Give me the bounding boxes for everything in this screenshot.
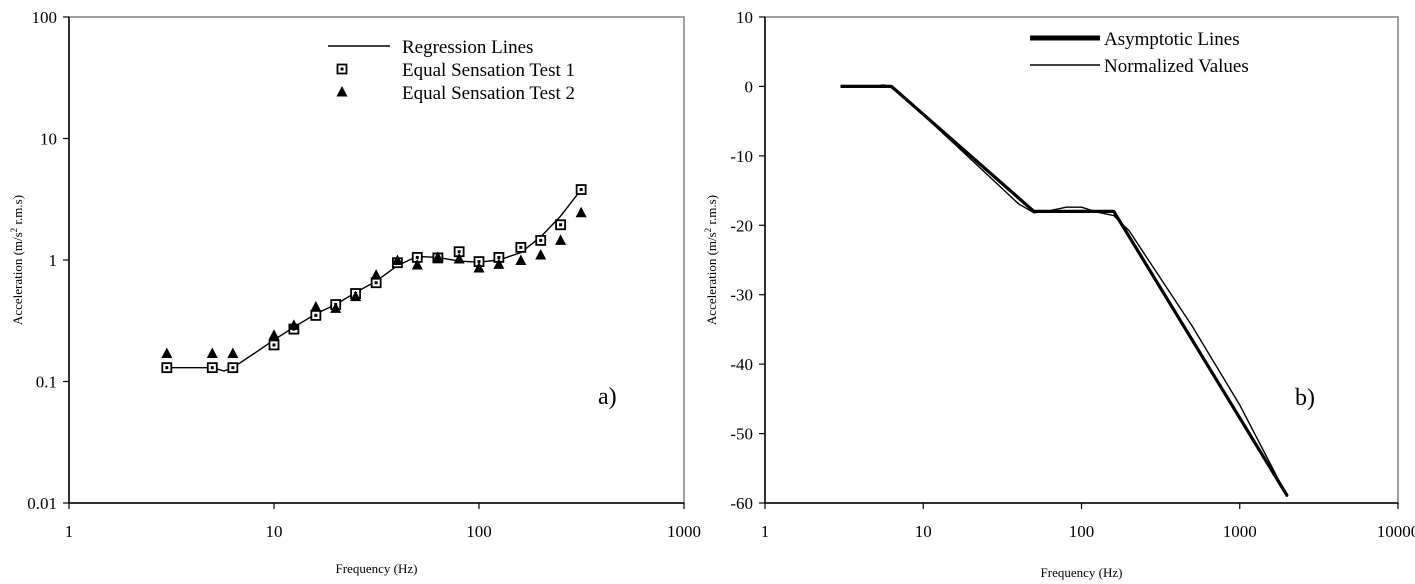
x-tick-label: 1: [65, 522, 74, 541]
data-point-center: [415, 255, 419, 259]
series-asymptotic-lines: [840, 84, 1289, 497]
data-point: [310, 301, 322, 312]
y-tick-label: 1: [49, 251, 58, 270]
data-point: [555, 234, 567, 245]
data-point-center: [559, 223, 563, 227]
y-tick-label: 10: [40, 130, 57, 149]
x-tick-label: 10: [915, 522, 932, 541]
y-tick-label: 0.01: [27, 494, 57, 513]
series-line: [840, 84, 1289, 497]
data-point: [206, 347, 218, 359]
y-tick-label: 0: [745, 77, 754, 96]
x-tick-label: 100: [1069, 522, 1095, 541]
y-tick-label: -30: [730, 286, 753, 305]
data-point: [330, 302, 342, 313]
legend-symbol: [336, 86, 348, 97]
data-point-center: [477, 260, 481, 264]
chart-panel-1: 1 10 100 1000 0.01 0.1 1 10 100 Frequency (Hz) Acc…: [9, 8, 701, 576]
data-point-center: [579, 188, 583, 192]
legend-label: Normalized Values: [1104, 56, 1249, 77]
y-axis-label: Acceleration (m/s2 r.m.s): [703, 195, 719, 325]
data-point-center: [231, 366, 235, 370]
data-point-center: [314, 313, 318, 317]
data-point: [535, 248, 547, 260]
data-point-center: [210, 366, 214, 370]
x-tick-label: 1000: [667, 522, 701, 541]
legend-entry: Equal Sensation Test 2: [336, 83, 575, 104]
data-point: [515, 254, 527, 266]
legend-label: Asymptotic Lines: [1104, 29, 1240, 50]
legend-label: Equal Sensation Test 1: [402, 60, 575, 81]
x-tick-label: 10000: [1377, 522, 1415, 541]
data-point: [473, 261, 485, 273]
y-axis-label: Acceleration (m/s2 r.m.s): [9, 195, 25, 325]
data-point: [493, 258, 505, 269]
data-point: [575, 206, 587, 218]
x-tick-label: 1000: [1223, 522, 1257, 541]
data-point: [411, 258, 423, 270]
data-point: [350, 290, 362, 302]
legend-label: Regression Lines: [402, 37, 533, 58]
chart-panel-2: 1 10 100 1000 10000100-10-20-30-40-50-60Freq…: [703, 8, 1415, 580]
series-normalized-values: [840, 84, 1289, 498]
y-tick-label: 100: [32, 8, 58, 27]
data-point-center: [497, 255, 501, 259]
x-tick-label: 10: [266, 522, 283, 541]
y-tick-label: -60: [730, 494, 753, 513]
y-tick-label: 0.1: [36, 373, 57, 392]
data-point: [161, 347, 173, 359]
data-point: [453, 252, 465, 264]
data-point: [391, 254, 403, 266]
data-point-center: [539, 238, 543, 242]
legend-entry: Regression Lines: [328, 37, 533, 58]
data-point: [432, 251, 444, 262]
legend-entry: Asymptotic Lines: [1030, 29, 1240, 50]
y-tick-label: -40: [730, 355, 753, 374]
series-line: [840, 84, 1289, 498]
data-point-center: [165, 366, 169, 370]
plot-frame: [764, 16, 1399, 504]
series-equal-sensation-test-2: [161, 206, 587, 359]
x-tick-label: 1: [761, 522, 770, 541]
data-point-center: [272, 343, 276, 347]
legend-symbol-center: [340, 67, 344, 71]
panel-label: a): [598, 384, 617, 410]
data-point-center: [374, 281, 378, 285]
y-tick-label: -10: [730, 147, 753, 166]
data-point: [268, 329, 280, 340]
plot-frame: [68, 16, 685, 504]
y-tick-label: -20: [730, 216, 753, 235]
legend-entry: Equal Sensation Test 1: [336, 60, 575, 81]
data-point-center: [519, 245, 523, 249]
y-tick-label: -50: [730, 425, 753, 444]
data-point-center: [457, 250, 461, 254]
y-tick-label: 10: [736, 8, 753, 27]
data-point: [288, 319, 300, 330]
x-tick-label: 100: [466, 522, 492, 541]
x-axis-label: Frequency (Hz): [1041, 565, 1123, 580]
data-point: [227, 347, 239, 359]
legend-label: Equal Sensation Test 2: [402, 83, 575, 104]
x-axis-label: Frequency (Hz): [336, 561, 418, 576]
data-point: [370, 269, 382, 280]
legend-entry: Normalized Values: [1030, 56, 1249, 77]
panel-label: b): [1295, 385, 1315, 411]
